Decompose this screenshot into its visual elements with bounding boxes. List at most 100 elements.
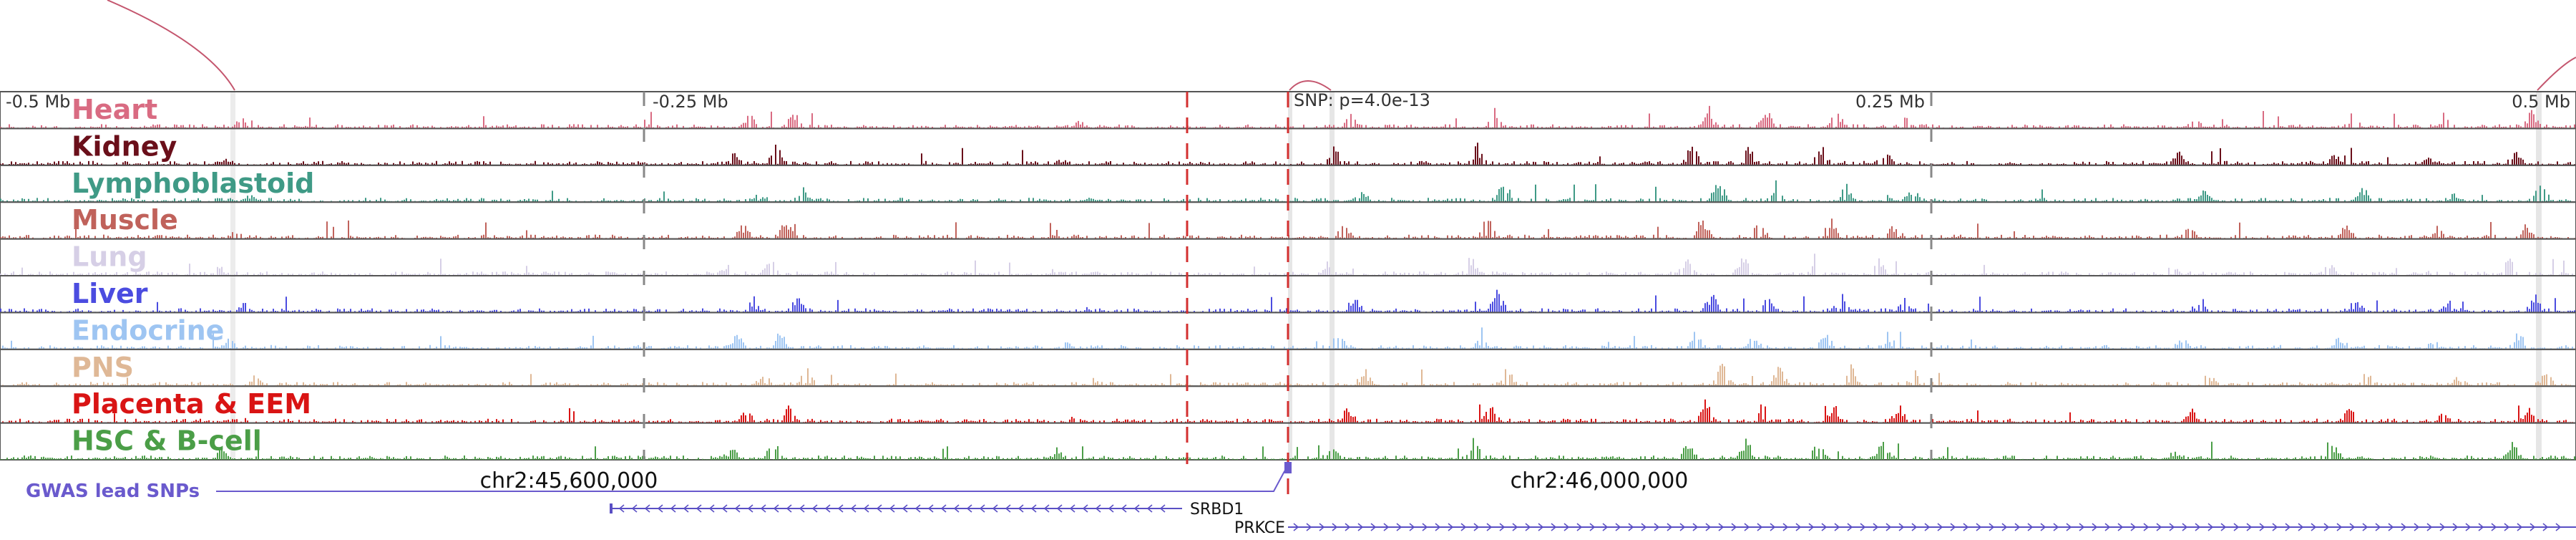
gene-prkce-strand-arrow-9 (1409, 523, 1415, 531)
gene-prkce-strand-arrow-93 (2491, 523, 2497, 531)
gene-prkce-strand-arrow-31 (1692, 523, 1699, 531)
gene-srbd1-strand-arrow-22 (902, 504, 908, 513)
track-label-lung: Lung (72, 241, 147, 273)
gene-prkce-strand-arrow-70 (2195, 523, 2201, 531)
gene-prkce-strand-arrow-43 (1847, 523, 1853, 531)
gene-prkce-strand-arrow-21 (1563, 523, 1570, 531)
gene-prkce-strand-arrow-76 (2272, 523, 2278, 531)
gene-srbd1-strand-arrow-25 (940, 504, 947, 513)
track-label-placenta-and-eem: Placenta & EEM (72, 388, 311, 420)
gene-prkce-strand-arrow-12 (1448, 523, 1454, 531)
gene-srbd1-strand-arrow-38 (1108, 504, 1114, 513)
gene-srbd1-strand-arrow-11 (760, 504, 766, 513)
gene-prkce-label: PRKCE (1234, 519, 1285, 537)
gene-srbd1-label: SRBD1 (1190, 501, 1244, 519)
gene-srbd1-strand-arrow-13 (786, 504, 792, 513)
gene-prkce-strand-arrow-19 (1538, 523, 1544, 531)
track-label-pns: PNS (72, 352, 134, 383)
gene-prkce-strand-arrow-90 (2452, 523, 2459, 531)
gene-srbd1-strand-arrow-6 (696, 504, 702, 513)
gene-srbd1-strand-arrow-3 (657, 504, 663, 513)
gene-prkce-strand-arrow-68 (2169, 523, 2175, 531)
track-label-muscle: Muscle (72, 204, 178, 236)
gene-prkce-strand-arrow-55 (2001, 523, 2008, 531)
gene-prkce-strand-arrow-34 (1731, 523, 1737, 531)
gene-prkce-strand-arrow-82 (2349, 523, 2356, 531)
gene-srbd1-strand-arrow-27 (966, 504, 972, 513)
gene-prkce-strand-arrow-94 (2504, 523, 2510, 531)
gene-srbd1-strand-arrow-34 (1056, 504, 1063, 513)
gene-prkce-strand-arrow-77 (2285, 523, 2291, 531)
gene-srbd1-strand-arrow-35 (1069, 504, 1075, 513)
gene-srbd1-strand-arrow-9 (734, 504, 741, 513)
scale-label-right-mid: 0.25 Mb (1855, 92, 1925, 112)
gene-prkce-strand-arrow-63 (2104, 523, 2111, 531)
gene-prkce-strand-arrow-37 (1770, 523, 1776, 531)
gene-prkce-strand-arrow-81 (2336, 523, 2343, 531)
gene-srbd1-strand-arrow-21 (889, 504, 895, 513)
gene-prkce-strand-arrow-30 (1679, 523, 1686, 531)
gene-prkce-strand-arrow-2 (1319, 523, 1325, 531)
gene-srbd1-strand-arrow-7 (708, 504, 715, 513)
gene-prkce-strand-arrow-87 (2414, 523, 2420, 531)
gwas-snp-marker (1284, 462, 1292, 473)
gene-srbd1-strand-arrow-19 (863, 504, 869, 513)
gene-srbd1-strand-arrow-17 (837, 504, 844, 513)
gene-prkce-strand-arrow-53 (1976, 523, 1982, 531)
gene-prkce-strand-arrow-16 (1499, 523, 1506, 531)
track-label-hsc-and-b-cell: HSC & B-cell (72, 425, 262, 457)
gene-srbd1-strand-arrow-1 (631, 504, 638, 513)
coordinate-label-right: chr2:46,000,000 (1511, 468, 1689, 493)
gene-prkce-strand-arrow-73 (2233, 523, 2240, 531)
gene-prkce-strand-arrow-50 (1937, 523, 1943, 531)
gene-prkce-strand-arrow-97 (2542, 523, 2549, 531)
gene-prkce-strand-arrow-83 (2362, 523, 2368, 531)
gene-prkce-strand-arrow-8 (1396, 523, 1402, 531)
gene-srbd1-strand-arrow-33 (1043, 504, 1050, 513)
gene-prkce-strand-arrow-1 (1306, 523, 1312, 531)
gene-prkce-strand-arrow-84 (2375, 523, 2381, 531)
gene-prkce-strand-arrow-15 (1486, 523, 1493, 531)
gene-prkce-strand-arrow-5 (1357, 523, 1364, 531)
gene-srbd1-strand-arrow-41 (1146, 504, 1153, 513)
gene-prkce-strand-arrow-58 (2040, 523, 2046, 531)
gene-srbd1-strand-arrow-4 (670, 504, 676, 513)
gene-prkce-strand-arrow-86 (2401, 523, 2407, 531)
signal-pns (0, 364, 2576, 387)
gene-prkce-strand-arrow-95 (2517, 523, 2523, 531)
gene-prkce-strand-arrow-38 (1782, 523, 1789, 531)
gene-prkce-strand-arrow-24 (1602, 523, 1609, 531)
gene-srbd1-strand-arrow-20 (876, 504, 882, 513)
gene-prkce-strand-arrows (1293, 523, 2562, 531)
gene-prkce-strand-arrow-66 (2143, 523, 2150, 531)
gene-prkce-strand-arrow-10 (1422, 523, 1428, 531)
gene-srbd1-strand-arrow-10 (747, 504, 753, 513)
gene-prkce-strand-arrow-62 (2092, 523, 2098, 531)
gene-prkce-strand-arrow-91 (2465, 523, 2472, 531)
gene-prkce-strand-arrow-48 (1911, 523, 1918, 531)
gene-prkce-strand-arrow-65 (2130, 523, 2137, 531)
gene-prkce-strand-arrow-29 (1667, 523, 1673, 531)
signal-hsc-and-b-cell (0, 438, 2576, 460)
gene-prkce-strand-arrow-98 (2555, 523, 2562, 531)
gene-prkce-strand-arrow-22 (1576, 523, 1583, 531)
gene-srbd1-strand-arrow-31 (1018, 504, 1024, 513)
gene-srbd1-strand-arrow-23 (914, 504, 921, 513)
gene-prkce-strand-arrow-42 (1834, 523, 1840, 531)
gene-prkce-strand-arrow-85 (2388, 523, 2394, 531)
gene-prkce-strand-arrow-78 (2298, 523, 2304, 531)
gene-srbd1-strand-arrow-2 (644, 504, 650, 513)
gene-prkce-strand-arrow-6 (1370, 523, 1377, 531)
guide-lines (643, 92, 1933, 501)
gene-prkce-strand-arrow-71 (2207, 523, 2214, 531)
coordinate-label-left: chr2:45,600,000 (480, 468, 658, 493)
gene-prkce-strand-arrow-41 (1821, 523, 1828, 531)
gwas-label: GWAS lead SNPs (26, 481, 200, 502)
gene-srbd1-strand-arrows (618, 504, 1166, 513)
gene-srbd1-strand-arrow-26 (953, 504, 960, 513)
gene-prkce-strand-arrow-0 (1293, 523, 1299, 531)
gene-prkce-strand-arrow-59 (2053, 523, 2059, 531)
scale-label-left: -0.5 Mb (6, 92, 70, 112)
gwas-connector (216, 465, 1289, 492)
gene-srbd1-strand-arrow-15 (811, 504, 818, 513)
